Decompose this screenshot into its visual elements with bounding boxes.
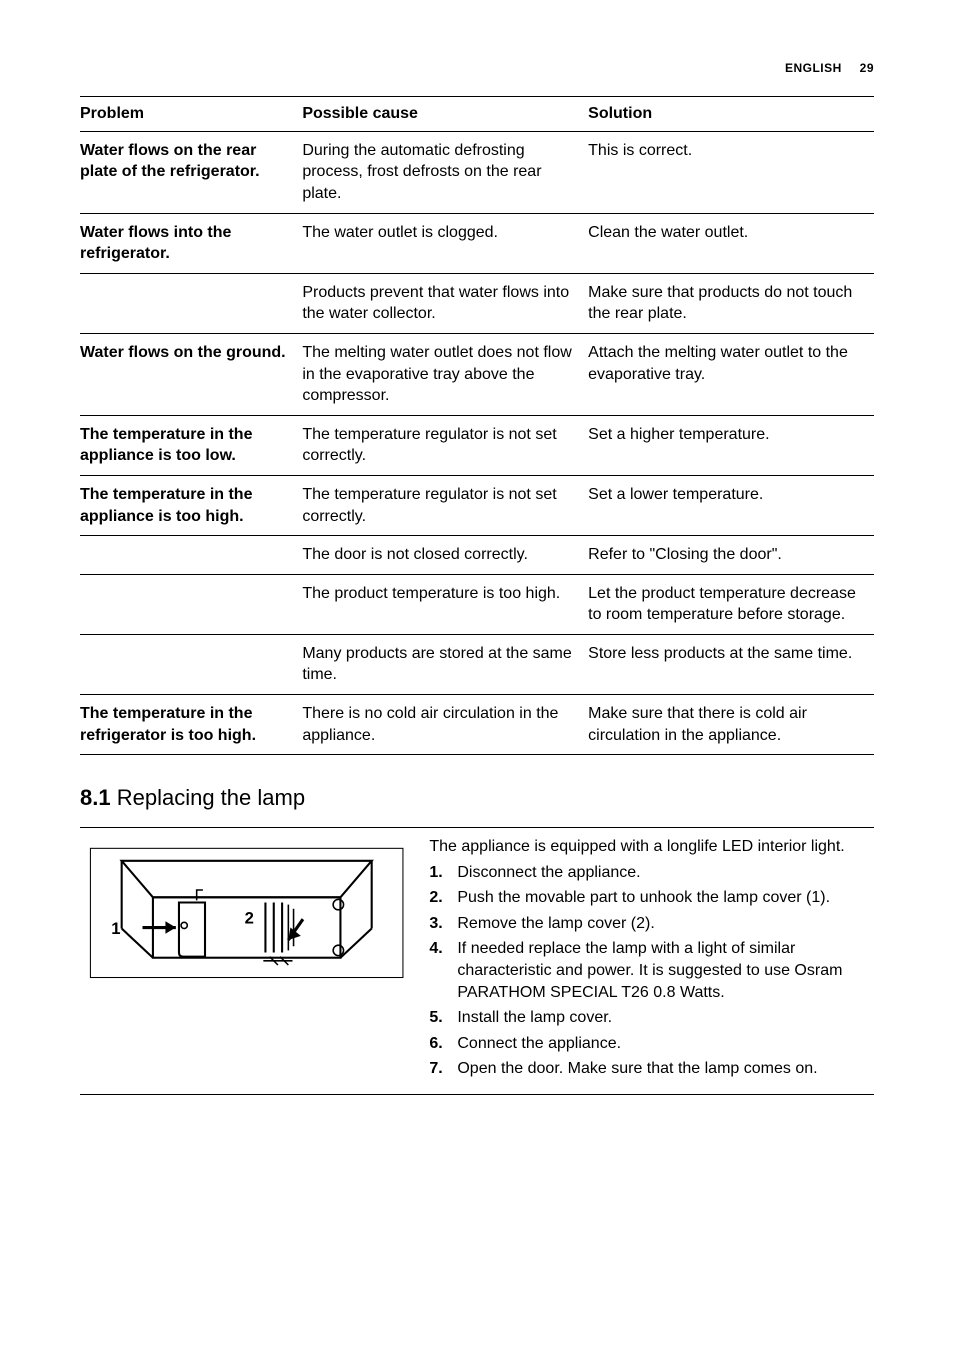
cell-solution: Set a higher temperature. xyxy=(588,415,874,475)
cell-problem: Water flows into the refrigerator. xyxy=(80,213,302,273)
cell-problem: Water flows on the rear plate of the ref… xyxy=(80,131,302,213)
cell-solution: Attach the melting water outlet to the e… xyxy=(588,333,874,415)
section-title: Replacing the lamp xyxy=(117,785,305,810)
col-header-problem: Problem xyxy=(80,97,302,132)
table-row: Many products are stored at the same tim… xyxy=(80,634,874,694)
table-body: Water flows on the rear plate of the ref… xyxy=(80,131,874,754)
header-language: ENGLISH xyxy=(785,61,842,75)
cell-cause: The product temperature is too high. xyxy=(302,574,588,634)
cell-cause: The water outlet is clogged. xyxy=(302,213,588,273)
section-heading: 8.1 Replacing the lamp xyxy=(80,783,874,813)
cell-cause: The melting water outlet does not flow i… xyxy=(302,333,588,415)
cell-problem: The temperature in the appliance is too … xyxy=(80,415,302,475)
troubleshooting-table: Problem Possible cause Solution Water fl… xyxy=(80,96,874,755)
table-row: The temperature in the refrigerator is t… xyxy=(80,695,874,755)
cell-cause: During the automatic defrosting process,… xyxy=(302,131,588,213)
col-header-cause: Possible cause xyxy=(302,97,588,132)
cell-solution: Clean the water outlet. xyxy=(588,213,874,273)
table-row: Products prevent that water flows into t… xyxy=(80,273,874,333)
table-row: The temperature in the appliance is too … xyxy=(80,415,874,475)
step-item: Remove the lamp cover (2). xyxy=(429,913,874,935)
cell-cause: The door is not closed correctly. xyxy=(302,536,588,575)
table-row: The product temperature is too high.Let … xyxy=(80,574,874,634)
table-row: The door is not closed correctly.Refer t… xyxy=(80,536,874,575)
cell-cause: The temperature regulator is not set cor… xyxy=(302,475,588,535)
cell-solution: Make sure that there is cold air circula… xyxy=(588,695,874,755)
header-page-number: 29 xyxy=(860,61,874,75)
lamp-diagram-icon: 1 2 xyxy=(80,840,413,986)
cell-problem xyxy=(80,273,302,333)
step-item: Push the movable part to unhook the lamp… xyxy=(429,887,874,909)
step-item: If needed replace the lamp with a light … xyxy=(429,938,874,1003)
figure-label-2: 2 xyxy=(245,908,254,927)
lamp-intro: The appliance is equipped with a longlif… xyxy=(429,836,874,858)
cell-solution: This is correct. xyxy=(588,131,874,213)
lamp-steps: Disconnect the appliance. Push the movabl… xyxy=(429,862,874,1080)
step-item: Disconnect the appliance. xyxy=(429,862,874,884)
cell-cause: There is no cold air circulation in the … xyxy=(302,695,588,755)
cell-solution: Refer to "Closing the door". xyxy=(588,536,874,575)
table-row: Water flows into the refrigerator.The wa… xyxy=(80,213,874,273)
step-item: Install the lamp cover. xyxy=(429,1007,874,1029)
col-header-solution: Solution xyxy=(588,97,874,132)
cell-solution: Store less products at the same time. xyxy=(588,634,874,694)
cell-problem: Water flows on the ground. xyxy=(80,333,302,415)
cell-cause: Many products are stored at the same tim… xyxy=(302,634,588,694)
cell-solution: Set a lower temperature. xyxy=(588,475,874,535)
cell-solution: Make sure that products do not touch the… xyxy=(588,273,874,333)
table-row: Water flows on the ground.The melting wa… xyxy=(80,333,874,415)
table-row: Water flows on the rear plate of the ref… xyxy=(80,131,874,213)
cell-problem xyxy=(80,634,302,694)
cell-cause: Products prevent that water flows into t… xyxy=(302,273,588,333)
cell-problem: The temperature in the refrigerator is t… xyxy=(80,695,302,755)
lamp-figure: 1 2 xyxy=(80,836,429,1084)
figure-label-1: 1 xyxy=(111,919,120,938)
lamp-content: 1 2 The appliance is equipped with a lon… xyxy=(80,827,874,1095)
cell-problem: The temperature in the appliance is too … xyxy=(80,475,302,535)
step-item: Open the door. Make sure that the lamp c… xyxy=(429,1058,874,1080)
step-item: Connect the appliance. xyxy=(429,1033,874,1055)
page-header: ENGLISH 29 xyxy=(80,60,874,76)
cell-problem xyxy=(80,536,302,575)
section-number: 8.1 xyxy=(80,785,111,810)
cell-cause: The temperature regulator is not set cor… xyxy=(302,415,588,475)
cell-solution: Let the product temperature decrease to … xyxy=(588,574,874,634)
cell-problem xyxy=(80,574,302,634)
table-header-row: Problem Possible cause Solution xyxy=(80,97,874,132)
table-row: The temperature in the appliance is too … xyxy=(80,475,874,535)
lamp-instructions: The appliance is equipped with a longlif… xyxy=(429,836,874,1084)
